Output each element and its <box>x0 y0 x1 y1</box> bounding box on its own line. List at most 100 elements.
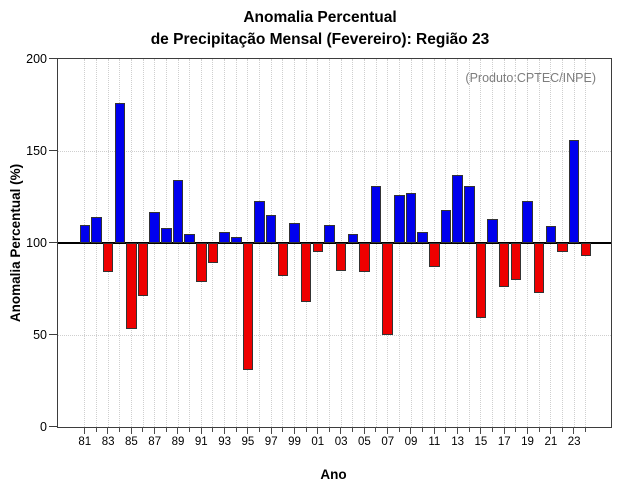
bar-2016 <box>487 219 498 243</box>
x-tick-mark <box>305 427 307 432</box>
bar-1996 <box>254 200 265 243</box>
x-tick-mark <box>410 427 412 434</box>
y-tick-label: 0 <box>40 420 47 434</box>
x-tick-label: 09 <box>404 436 418 448</box>
x-tick-label: 89 <box>171 436 185 448</box>
x-tick-mark <box>422 427 424 432</box>
horizontal-gridline <box>58 150 611 152</box>
source-annotation: (Produto:CPTEC/INPE) <box>465 71 596 85</box>
chart-title-line2: de Precipitação Mensal (Fevereiro): Regi… <box>150 31 490 48</box>
x-tick-label: 15 <box>474 436 488 448</box>
x-tick-label: 03 <box>334 436 348 448</box>
x-tick-mark <box>340 427 342 434</box>
bar-2009 <box>405 193 417 243</box>
bar-2022 <box>557 243 568 253</box>
x-tick-mark <box>480 427 482 434</box>
x-tick-mark <box>119 427 121 432</box>
x-tick-label: 85 <box>124 436 138 448</box>
x-tick-mark <box>107 427 109 434</box>
x-tick-label: 19 <box>521 436 534 448</box>
y-tick-mark <box>49 150 58 152</box>
bar-2013 <box>452 174 463 243</box>
y-tick-mark <box>49 242 58 244</box>
x-tick-mark <box>328 427 330 432</box>
x-tick-mark <box>503 427 505 434</box>
x-tick-label: 17 <box>497 436 511 448</box>
x-tick-mark <box>538 427 540 432</box>
bar-2021 <box>545 226 557 243</box>
x-tick-label: 23 <box>567 436 581 448</box>
x-tick-mark <box>130 427 132 434</box>
bar-2002 <box>324 224 335 243</box>
x-tick-label: 21 <box>544 436 558 448</box>
bar-1989 <box>172 180 184 243</box>
x-tick-label: 91 <box>194 436 208 448</box>
x-tick-mark <box>247 427 249 434</box>
x-tick-mark <box>212 427 214 432</box>
x-tick-label: 13 <box>451 436 465 448</box>
bar-2008 <box>394 195 405 243</box>
chart-title-line1: Anomalia Percentual <box>243 9 397 26</box>
horizontal-gridline <box>58 334 611 336</box>
bar-1985 <box>126 243 137 330</box>
x-tick-mark <box>456 427 458 434</box>
bar-1995 <box>242 243 254 370</box>
bar-2019 <box>522 200 533 243</box>
bar-1988 <box>161 228 172 243</box>
x-tick-label: 83 <box>101 436 115 448</box>
bar-2015 <box>475 243 487 319</box>
y-tick-mark <box>49 426 58 428</box>
x-tick-mark <box>154 427 156 434</box>
y-tick-mark <box>49 334 58 336</box>
bar-1991 <box>196 243 207 282</box>
bar-2014 <box>464 185 475 243</box>
x-tick-mark <box>200 427 202 434</box>
bar-1982 <box>91 217 102 243</box>
bar-2001 <box>312 243 324 253</box>
baseline-100-line <box>58 242 611 244</box>
x-tick-mark <box>293 427 295 434</box>
x-tick-mark <box>433 427 435 434</box>
bar-2018 <box>510 243 522 280</box>
bar-2000 <box>300 243 312 302</box>
bar-2011 <box>429 243 440 267</box>
bar-1997 <box>265 215 277 243</box>
bar-1992 <box>207 243 219 264</box>
x-tick-mark <box>282 427 284 432</box>
x-tick-mark <box>165 427 167 432</box>
x-tick-label: 97 <box>264 436 278 448</box>
bar-1999 <box>289 222 300 243</box>
bar-1990 <box>184 233 195 243</box>
bar-1983 <box>102 243 114 273</box>
x-tick-mark <box>445 427 447 432</box>
y-tick-mark <box>49 58 58 60</box>
x-axis-title: Ano <box>320 467 347 482</box>
bar-2006 <box>370 185 382 243</box>
x-tick-mark <box>189 427 190 432</box>
y-tick-label: 150 <box>26 144 47 158</box>
bar-2012 <box>440 209 452 243</box>
bar-2007 <box>382 243 393 335</box>
x-tick-mark <box>561 427 563 432</box>
bar-2005 <box>359 243 370 273</box>
x-tick-label: 81 <box>78 436 92 448</box>
x-tick-mark <box>585 427 587 432</box>
x-tick-mark <box>526 427 528 434</box>
bar-2024 <box>580 243 592 256</box>
x-tick-mark <box>352 427 354 432</box>
x-tick-mark <box>317 427 319 434</box>
x-tick-mark <box>142 427 144 432</box>
x-tick-mark <box>398 427 400 432</box>
y-tick-label: 50 <box>33 328 47 342</box>
bar-2010 <box>417 231 428 243</box>
bar-1981 <box>79 224 91 243</box>
x-tick-label: 87 <box>148 436 162 448</box>
bar-1994 <box>231 237 242 243</box>
x-tick-mark <box>270 427 272 434</box>
x-tick-label: 07 <box>381 436 395 448</box>
bar-2017 <box>498 243 510 288</box>
x-tick-mark <box>550 427 552 434</box>
bar-2004 <box>347 233 359 243</box>
plot-area: 0 50 100 150 200 81 83 85 87 89 91 93 95 97 99 01 03 05 0… <box>26 53 612 448</box>
x-tick-label: 99 <box>288 436 301 448</box>
